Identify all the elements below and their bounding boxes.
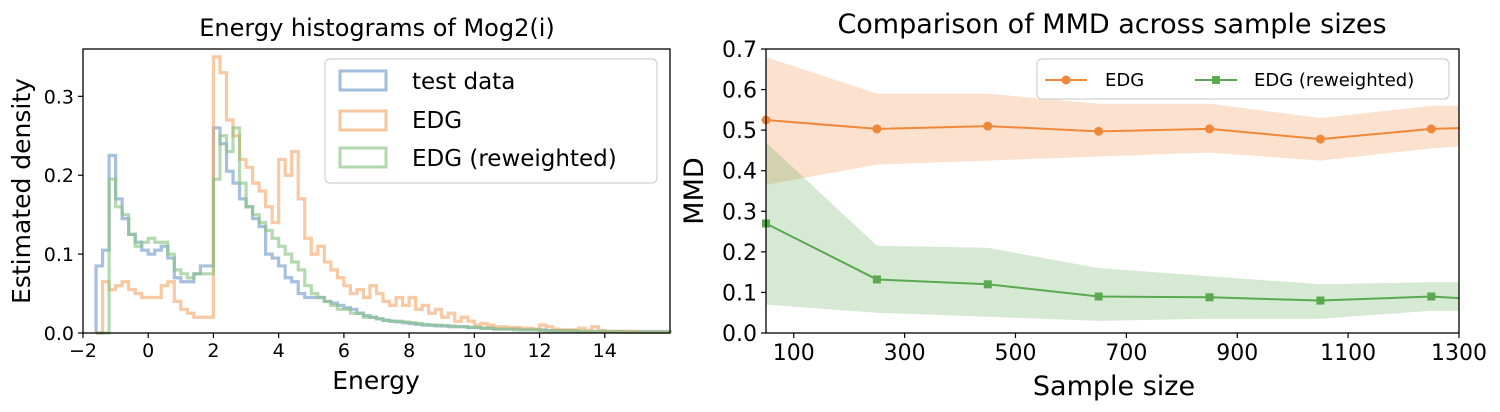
mmd-legend-box — [1036, 58, 1450, 100]
mmd-legend-label-edg-reweighted: EDG (reweighted) — [1254, 70, 1414, 91]
x-tick-label: 10 — [462, 340, 486, 362]
x-tick-label: −2 — [69, 340, 97, 362]
x-tick-label: 500 — [994, 341, 1036, 366]
histogram-legend-box — [324, 58, 658, 184]
mmd-x-axis-label: Sample size — [1033, 371, 1195, 402]
mmd-panel: Comparison of MMD across sample sizes 10… — [679, 9, 1487, 402]
histogram-legend: test data EDG EDG (reweighted) — [324, 58, 658, 184]
y-tick-label: 0.2 — [44, 165, 74, 187]
mmd-line-1 — [765, 222, 1460, 302]
mmd-legend-label-edg: EDG — [1105, 70, 1144, 91]
x-tick-label: 1100 — [1320, 341, 1376, 366]
y-tick-label: 0.5 — [722, 119, 757, 144]
mmd-point-1 — [1094, 292, 1103, 301]
mmd-x-ticks: 100 300 500 700 900 1100 1300 — [773, 333, 1487, 366]
histogram-y-axis-label: Estimated density — [7, 78, 36, 304]
mmd-band-0 — [766, 57, 1459, 185]
mmd-title: Comparison of MMD across sample sizes — [837, 9, 1386, 40]
legend-label-test-data: test data — [412, 69, 515, 95]
y-tick-label: 0.3 — [722, 200, 757, 225]
mmd-band-1 — [766, 142, 1459, 321]
y-tick-label: 0.0 — [722, 322, 757, 347]
histogram-axes-frame — [82, 48, 671, 334]
histogram-x-ticks: −2 0 2 4 6 8 10 12 14 — [69, 333, 617, 362]
x-tick-label: 4 — [273, 340, 285, 362]
x-tick-label: 0 — [142, 340, 154, 362]
y-tick-label: 0.1 — [44, 244, 74, 266]
x-tick-label: 1300 — [1431, 341, 1487, 366]
y-tick-label: 0.3 — [44, 86, 74, 108]
mmd-point-0 — [1205, 124, 1215, 134]
mmd-line-0 — [765, 119, 1460, 141]
histogram-series-2 — [96, 126, 672, 335]
x-tick-label: 8 — [403, 340, 415, 362]
y-tick-label: 0.6 — [722, 79, 757, 104]
mmd-point-0 — [1094, 126, 1104, 136]
legend-swatch-test-data — [338, 69, 388, 92]
legend-swatch-edg — [338, 109, 388, 132]
mmd-point-0 — [872, 124, 882, 134]
histogram-series-1 — [96, 55, 672, 335]
mmd-point-1 — [1427, 292, 1436, 301]
mmd-legend: EDG EDG (reweighted) — [1036, 58, 1450, 100]
histogram-plot-area — [94, 55, 672, 335]
mmd-y-ticks: 0.0 0.1 0.2 0.3 0.4 0.5 0.6 0.7 — [722, 38, 766, 347]
y-tick-label: 0.7 — [722, 38, 757, 63]
mmd-axes-frame — [765, 48, 1460, 334]
mmd-y-axis-label: MMD — [679, 157, 710, 224]
y-tick-label: 0.0 — [44, 323, 74, 345]
x-tick-label: 12 — [527, 340, 551, 362]
mmd-point-0 — [1315, 134, 1325, 144]
x-tick-label: 900 — [1216, 341, 1258, 366]
legend-label-edg: EDG — [412, 108, 462, 134]
mmd-point-1 — [872, 275, 881, 284]
histogram-title: Energy histograms of Mog2(i) — [199, 14, 555, 42]
mmd-point-0 — [1426, 124, 1436, 134]
mmd-point-1 — [1205, 293, 1214, 302]
legend-swatch-edg-reweighted — [338, 146, 388, 169]
legend-label-edg-reweighted: EDG (reweighted) — [412, 146, 617, 172]
mmd-point-1 — [983, 280, 992, 289]
x-tick-label: 100 — [773, 341, 815, 366]
mmd-point-1 — [1316, 296, 1325, 305]
x-tick-label: 300 — [884, 341, 926, 366]
mmd-point-0 — [983, 121, 993, 131]
x-tick-label: 700 — [1105, 341, 1147, 366]
histogram-y-ticks: 0.0 0.1 0.2 0.3 — [44, 86, 83, 345]
x-tick-label: 14 — [593, 340, 617, 362]
y-tick-label: 0.4 — [722, 160, 757, 185]
mmd-plot-area — [761, 57, 1460, 321]
x-tick-label: 2 — [207, 340, 219, 362]
histogram-x-axis-label: Energy — [332, 366, 420, 395]
legend-marker-edg-reweighted — [1212, 76, 1220, 84]
y-tick-label: 0.2 — [722, 241, 757, 266]
legend-marker-edg — [1061, 75, 1071, 85]
histogram-panel: Energy histograms of Mog2(i) −2 0 2 4 6 8 10 12… — [7, 14, 672, 395]
y-tick-label: 0.1 — [722, 281, 757, 306]
x-tick-label: 6 — [338, 340, 350, 362]
